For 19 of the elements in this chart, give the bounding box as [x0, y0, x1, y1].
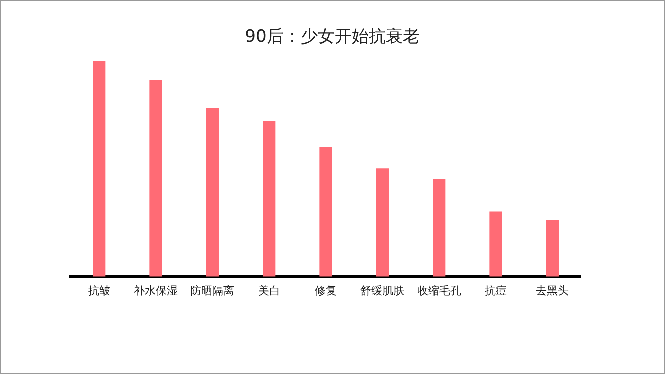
bar: [93, 61, 106, 277]
x-tick-label: 防晒隔离: [190, 284, 235, 298]
bar: [263, 121, 276, 277]
x-tick-label: 抗皱: [88, 284, 110, 298]
x-tick-label: 收缩毛孔: [417, 284, 462, 298]
bar: [150, 80, 162, 277]
x-tick-label: 抗痘: [485, 284, 507, 298]
bar: [433, 179, 446, 277]
bar: [490, 212, 502, 277]
bar: [546, 220, 559, 277]
chart-title: 90后：少女开始抗衰老: [244, 26, 421, 48]
bar: [320, 146, 332, 277]
x-tick-label: 补水保湿: [134, 284, 178, 298]
bar: [206, 108, 219, 277]
bar: [376, 168, 389, 277]
x-tick-label: 去黑头: [536, 284, 570, 298]
x-tick-label: 美白: [258, 284, 280, 298]
x-tick-label: 舒缓肌肤: [360, 284, 405, 298]
x-tick-label: 修复: [315, 284, 337, 298]
